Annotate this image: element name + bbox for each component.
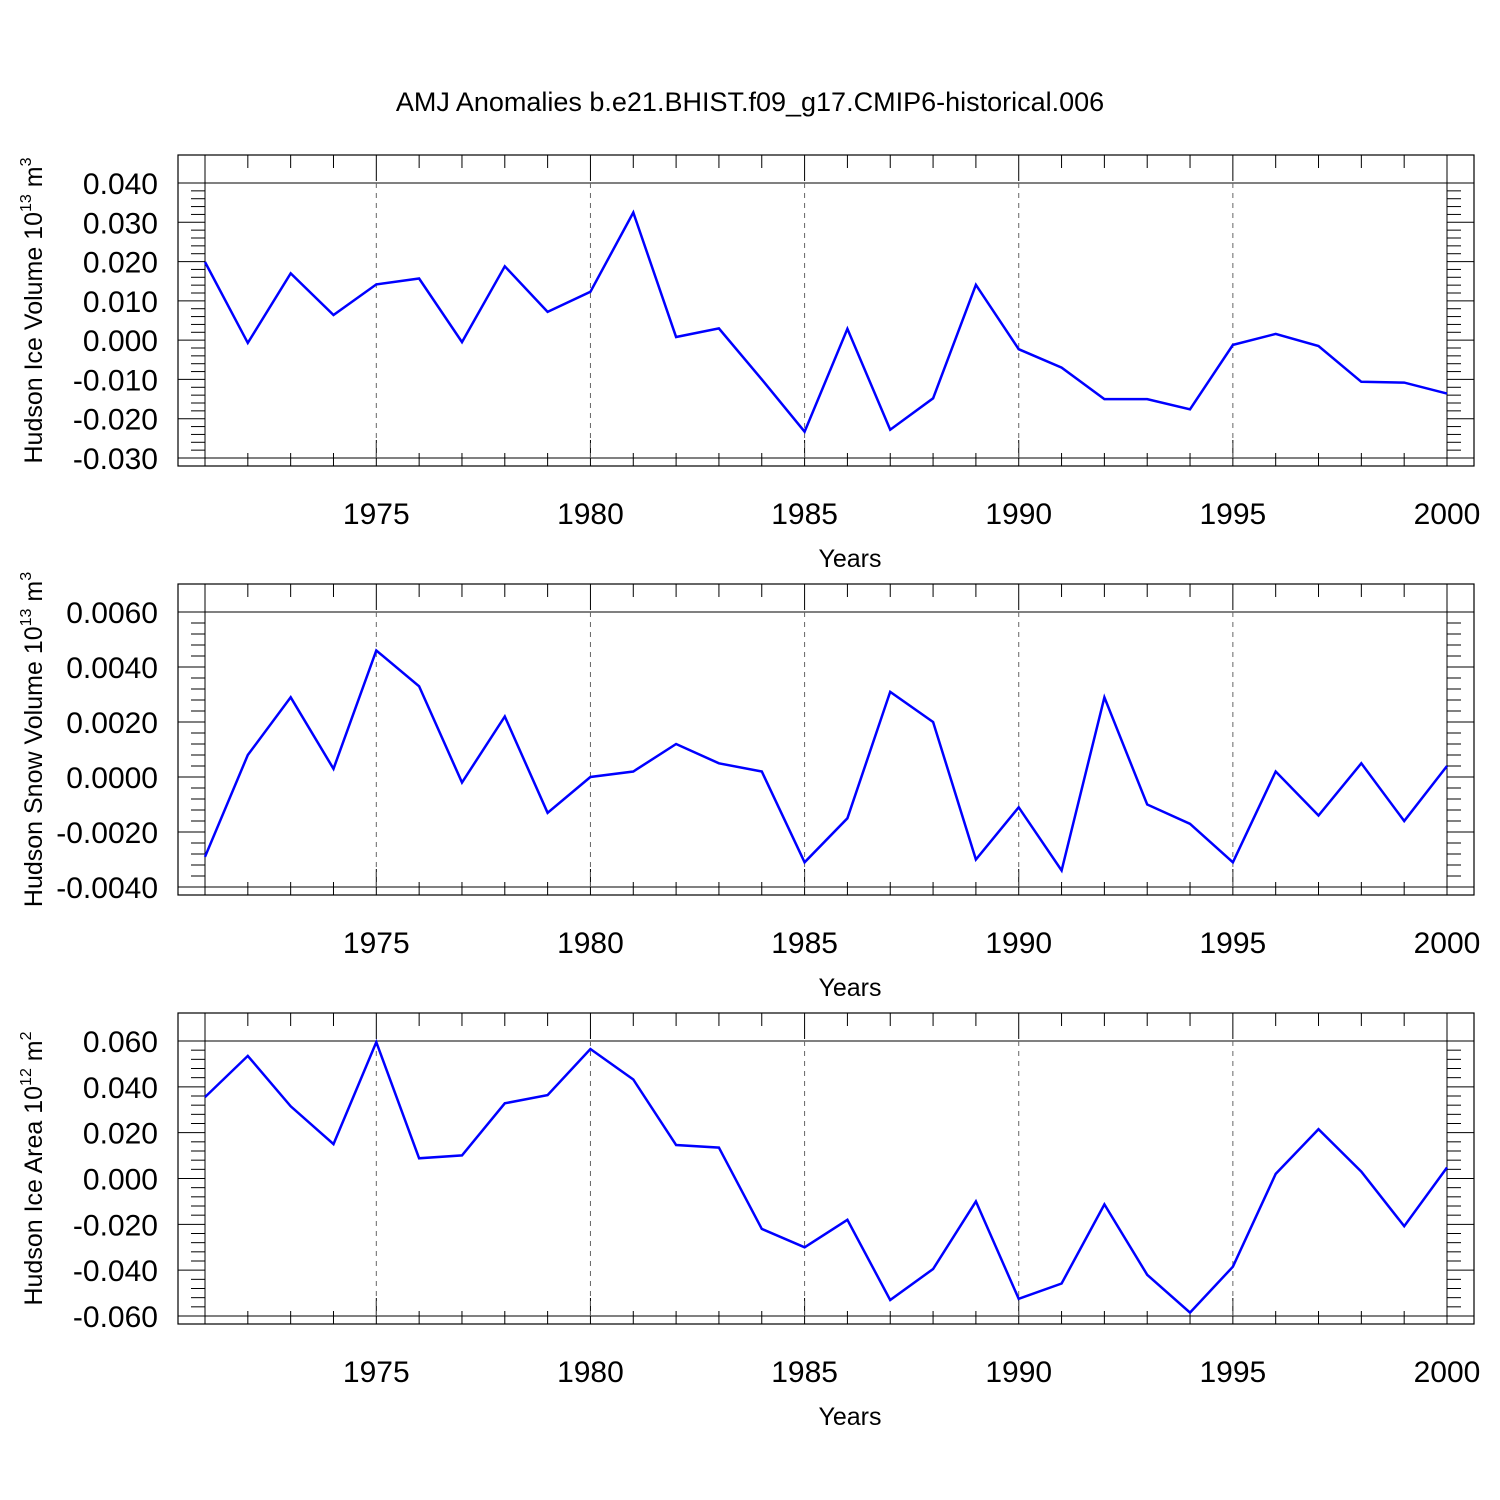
y-tick-label: 0.010 <box>83 286 158 319</box>
panel-3: 1975 1980 1985 1990 1995 2000 -0.060 -0.040 -0.0… <box>18 1012 1481 1431</box>
y-tick-label: 0.030 <box>83 207 158 240</box>
y-tick-label: -0.030 <box>73 443 158 476</box>
x-tick-label: 2000 <box>1414 498 1481 531</box>
data-series-line <box>203 648 1448 874</box>
plot-frame <box>177 583 1475 896</box>
x-tick-label: 1990 <box>985 927 1052 960</box>
plot-frame <box>177 154 1475 467</box>
plot-frame <box>177 1012 1475 1325</box>
y-tick-label: 0.040 <box>83 168 158 201</box>
y-tick-label: -0.060 <box>73 1301 158 1334</box>
x-tick-label: 2000 <box>1414 1356 1481 1389</box>
y-tick-label: 0.0020 <box>66 707 158 740</box>
x-tick-label: 1980 <box>557 498 624 531</box>
y-tick-label: -0.020 <box>73 1209 158 1242</box>
x-tick-label: 1975 <box>343 1356 410 1389</box>
y-tick-label: 0.000 <box>83 1164 158 1197</box>
y-tick-label: 0.040 <box>83 1072 158 1105</box>
x-tick-label: 1990 <box>985 498 1052 531</box>
x-axis-label: Years <box>818 974 881 1002</box>
x-tick-label: 1980 <box>557 1356 624 1389</box>
chart-title: AMJ Anomalies b.e21.BHIST.f09_g17.CMIP6-… <box>396 87 1104 117</box>
y-axis-label: Hudson Ice Area 1012 m2 <box>18 1031 48 1305</box>
x-axis-label: Years <box>818 545 881 573</box>
y-tick-label: 0.060 <box>83 1026 158 1059</box>
y-tick-label: -0.0020 <box>56 817 158 850</box>
y-tick-label: -0.020 <box>73 404 158 437</box>
x-axis-label: Years <box>818 1403 881 1431</box>
y-tick-label: -0.010 <box>73 364 158 397</box>
y-tick-label: 0.0040 <box>66 652 158 685</box>
y-axis-label: Hudson Snow Volume 1013 m3 <box>18 572 48 907</box>
y-tick-label: 0.0060 <box>66 597 158 630</box>
x-tick-label: 1985 <box>771 927 838 960</box>
x-tick-label: 1985 <box>771 498 838 531</box>
y-tick-label: -0.040 <box>73 1255 158 1288</box>
y-tick-label: 0.0000 <box>66 762 158 795</box>
data-series-line <box>204 1038 1449 1315</box>
y-tick-label: 0.020 <box>83 1118 158 1151</box>
x-tick-label: 1995 <box>1199 927 1266 960</box>
data-series-line <box>203 209 1448 435</box>
x-tick-label: 1980 <box>557 927 624 960</box>
x-tick-label: 1975 <box>343 498 410 531</box>
x-tick-label: 1975 <box>343 927 410 960</box>
panel-2: 1975 1980 1985 1990 1995 2000 -0.0040 -0.0020 0.… <box>18 572 1480 1002</box>
y-tick-label: -0.0040 <box>56 872 158 905</box>
y-tick-label: 0.000 <box>83 325 158 358</box>
y-tick-label: 0.020 <box>83 247 158 280</box>
x-tick-label: 1995 <box>1199 498 1266 531</box>
panel-1: 1975 1980 1985 1990 1995 2000 -0.030 -0.020 -0.0… <box>18 154 1481 573</box>
y-axis-label: Hudson Ice Volume 1013 m3 <box>18 157 48 463</box>
x-tick-label: 1995 <box>1199 1356 1266 1389</box>
x-tick-label: 2000 <box>1414 927 1481 960</box>
x-tick-label: 1985 <box>771 1356 838 1389</box>
x-tick-label: 1990 <box>985 1356 1052 1389</box>
